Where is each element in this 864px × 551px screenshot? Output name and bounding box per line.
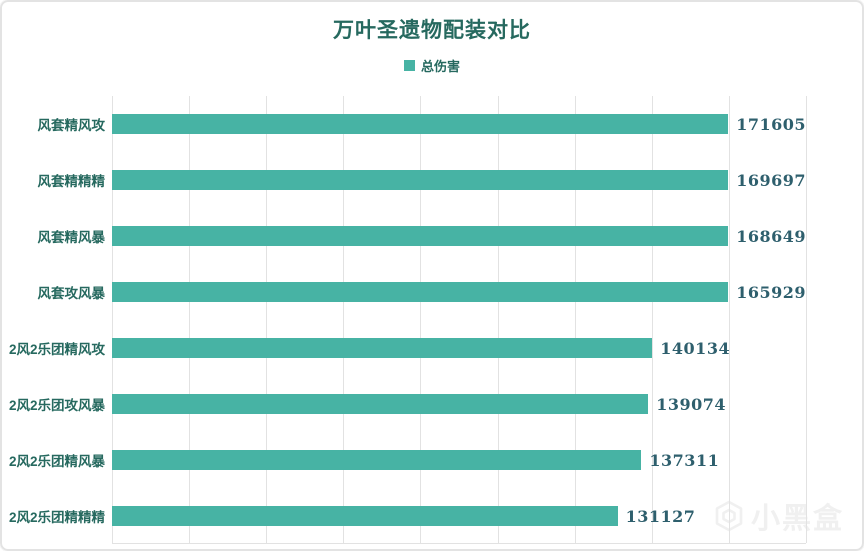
bar xyxy=(112,282,729,302)
bar xyxy=(112,394,649,414)
bar xyxy=(112,226,729,246)
value-label: 131127 xyxy=(625,506,696,526)
bar xyxy=(112,506,618,526)
value-label: 169697 xyxy=(736,170,806,190)
value-label: 139074 xyxy=(656,394,726,414)
category-label: 2风2乐团攻风暴 xyxy=(8,398,105,413)
bar xyxy=(112,338,653,358)
gridline xyxy=(189,96,191,543)
category-label: 风套精风暴 xyxy=(37,230,106,245)
gridline xyxy=(806,96,807,543)
bar xyxy=(112,114,729,134)
value-label: 137311 xyxy=(649,450,720,470)
bar-track: 165929 xyxy=(112,282,806,302)
bar-track: 168649 xyxy=(112,226,806,246)
gridline xyxy=(728,96,730,543)
value-label: 140134 xyxy=(660,338,731,358)
bar-row: 2风2乐团精风攻 140134 xyxy=(2,320,862,376)
bar-row: 风套精风暴 168649 xyxy=(2,208,862,264)
legend-marker-swatch xyxy=(403,60,415,71)
bar-track: 140134 xyxy=(112,338,806,358)
legend-label: 总伤害 xyxy=(420,59,460,74)
bar-track: 131127 xyxy=(112,506,806,526)
bar-track: 171605 xyxy=(112,114,806,134)
bar-row: 风套精风攻 171605 xyxy=(2,96,862,152)
chart-title: 万叶圣遗物配装对比 xyxy=(333,19,531,42)
category-label: 风套精风攻 xyxy=(37,118,106,133)
legend: 总伤害 xyxy=(2,56,862,75)
category-label: 2风2乐团精风攻 xyxy=(8,342,105,357)
bar-track: 169697 xyxy=(112,170,806,190)
legend-item-total-damage[interactable]: 总伤害 xyxy=(403,56,460,75)
bar-row: 风套精精精 169697 xyxy=(2,152,862,208)
gridline xyxy=(497,96,499,543)
gridline xyxy=(420,96,422,543)
category-label: 风套精精精 xyxy=(37,174,106,189)
bar-row: 2风2乐团精精精 131127 xyxy=(2,488,862,544)
category-label: 2风2乐团精风暴 xyxy=(8,454,105,469)
bar-row: 2风2乐团精风暴 137311 xyxy=(2,432,862,488)
gridline xyxy=(343,96,345,543)
bar-rows: 风套精风攻 171605 风套精精精 169697 风套精风暴 168649 风套攻风暴 16… xyxy=(2,96,862,544)
bar-track: 137311 xyxy=(112,450,806,470)
bar-track: 139074 xyxy=(112,394,806,414)
bar-row: 2风2乐团攻风暴 139074 xyxy=(2,376,862,432)
value-label: 168649 xyxy=(736,226,806,246)
bar xyxy=(112,450,642,470)
gridlines xyxy=(112,96,807,544)
watermark-text: 小黑盒 xyxy=(750,503,844,535)
bar-row: 风套攻风暴 165929 xyxy=(2,264,862,320)
category-label: 风套攻风暴 xyxy=(37,286,106,301)
gridline xyxy=(651,96,653,543)
category-label: 2风2乐团精精精 xyxy=(8,510,105,525)
gridline xyxy=(112,96,113,543)
bar-chart-plot-area: 风套精风攻 171605 风套精精精 169697 风套精风暴 168649 风套攻风暴 16… xyxy=(2,96,862,544)
gridline xyxy=(266,96,268,543)
value-label: 171605 xyxy=(736,114,806,134)
bar xyxy=(112,170,729,190)
value-label: 165929 xyxy=(736,282,806,302)
gridline xyxy=(574,96,576,543)
